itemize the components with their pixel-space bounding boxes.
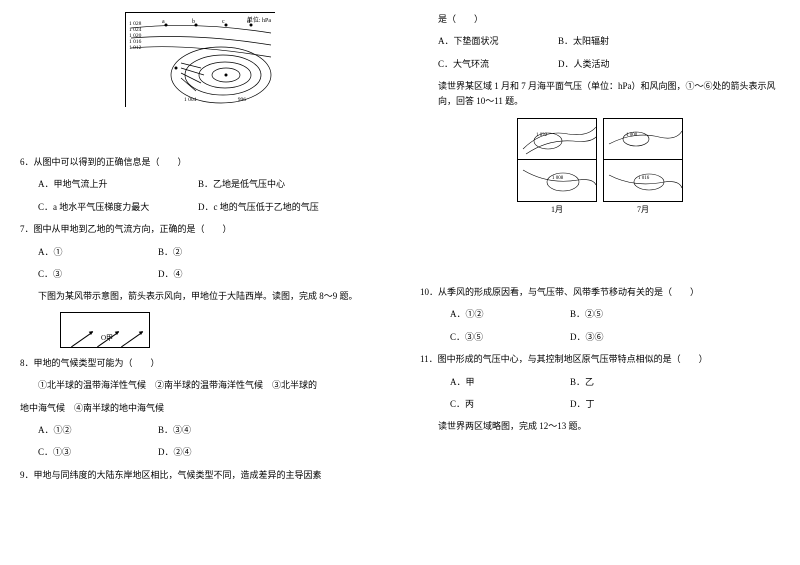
q9-stem: 9．甲地与同纬度的大陆东岸地区相比，气候类型不同，造成差异的主导因素 (20, 468, 380, 482)
q7-d: D．④ (158, 267, 278, 281)
map-jan-bot: 1 008 (517, 160, 597, 202)
q6-row1: A．甲地气流上升 B．乙地是低气压中心 (20, 177, 380, 191)
q8-line1: ①北半球的温带海洋性气候 ②南半球的温带海洋性气候 ③北半球的 (20, 378, 380, 392)
isobar-svg (126, 13, 276, 108)
map-jan-bot-svg (518, 160, 598, 202)
arrow-1 (71, 331, 93, 347)
q7-c: C．③ (38, 267, 158, 281)
pressure-maps: 1 032 1 008 1月 1 0 (420, 118, 780, 215)
jul-lp: 1 000 (626, 133, 637, 138)
intro-1213: 读世界两区域略图，完成 12～13 题。 (420, 419, 780, 433)
q10-stem: 10．从季风的形成原因看，与气压带、风带季节移动有关的是（ ） (420, 285, 780, 299)
q11-stem: 11．图中形成的气压中心，与其控制地区原气压带特点相似的是（ ） (420, 352, 780, 366)
q8-d: D．②④ (158, 445, 278, 459)
fig-iso-996: 996 (238, 97, 246, 103)
fig-iso-1004: 1 004 (184, 97, 196, 103)
q8-row1: A．①② B．③④ (20, 423, 380, 437)
jan-hp: 1 032 (536, 133, 547, 138)
map-jul-top-svg (604, 119, 684, 161)
map-jan-caption: 1月 (551, 204, 563, 215)
diag-label: O甲 (101, 333, 113, 344)
q7-row2: C．③ D．④ (20, 267, 380, 281)
map-jul-bot-svg (604, 160, 684, 202)
q9-d: D．人类活动 (558, 57, 678, 71)
q9-row1: A．下垫面状况 B．太阳辐射 (420, 34, 780, 48)
q8-line2: 地中海气候 ④南半球的地中海气候 (20, 401, 380, 415)
q10-row2: C．③⑤ D．③⑥ (420, 330, 780, 344)
q11-row2: C．丙 D．丁 (420, 397, 780, 411)
q6-b: B．乙地是低气压中心 (198, 177, 358, 191)
map-jan-top-svg (518, 119, 598, 161)
q6-a: A．甲地气流上升 (38, 177, 198, 191)
q11-row1: A．甲 B．乙 (420, 375, 780, 389)
q10-row1: A．①② B．②⑤ (420, 307, 780, 321)
q11-c: C．丙 (450, 397, 570, 411)
q11-d: D．丁 (570, 397, 690, 411)
q9-c: C．大气环流 (438, 57, 558, 71)
q6-c: C．a 地水平气压梯度力最大 (38, 200, 198, 214)
q6-stem: 6．从图中可以得到的正确信息是（ ） (20, 155, 380, 169)
q10-b: B．②⑤ (570, 307, 690, 321)
q8-b: B．③④ (158, 423, 278, 437)
q8-stem: 8．甲地的气候类型可能为（ ） (20, 356, 380, 370)
map-jul-top: 1 000 (603, 118, 683, 160)
wind-diagram: O甲 (60, 312, 150, 348)
right-column: 是（ ） A．下垫面状况 B．太阳辐射 C．大气环流 D．人类活动 读世界某区域… (400, 0, 800, 565)
wind-diagram-wrap: O甲 (20, 312, 380, 348)
q7-a: A．① (38, 245, 158, 259)
isobar-box: 单位: hPa 1 028 1 024 1 020 1 016 1 012 99… (125, 12, 275, 107)
fig-unit: 单位: hPa (247, 15, 271, 24)
q8-a: A．①② (38, 423, 158, 437)
q10-a: A．①② (450, 307, 570, 321)
q6-row2: C．a 地水平气压梯度力最大 D．c 地的气压低于乙地的气压 (20, 200, 380, 214)
pt-a: a (162, 19, 165, 25)
q10-d: D．③⑥ (570, 330, 690, 344)
q7-stem: 7．图中从甲地到乙地的气流方向，正确的是（ ） (20, 222, 380, 236)
pt-c: c (222, 19, 225, 25)
left-column: 单位: hPa 1 028 1 024 1 020 1 016 1 012 99… (0, 0, 400, 565)
fig-iso-labels: 1 028 1 024 1 020 1 016 1 012 (129, 21, 141, 51)
q11-b: B．乙 (570, 375, 690, 389)
pt-d: d (247, 19, 250, 25)
q11-a: A．甲 (450, 375, 570, 389)
intro-89: 下图为某风带示意图，箭头表示风向，甲地位于大陆西岸。读图，完成 8～9 题。 (20, 289, 380, 303)
jul-hp: 1 016 (638, 176, 649, 181)
isobar-figure: 单位: hPa 1 028 1 024 1 020 1 016 1 012 99… (20, 12, 380, 107)
map-jul-caption: 7月 (637, 204, 649, 215)
q8-row2: C．①③ D．②④ (20, 445, 380, 459)
map-jan-top: 1 032 (517, 118, 597, 160)
q7-b: B．② (158, 245, 278, 259)
spacer-r (420, 221, 780, 281)
q9-a: A．下垫面状况 (438, 34, 558, 48)
map-jan: 1 032 1 008 1月 (517, 118, 597, 215)
q9-b: B．太阳辐射 (558, 34, 678, 48)
q7-row1: A．① B．② (20, 245, 380, 259)
q8-c: C．①③ (38, 445, 158, 459)
pt-b: b (192, 19, 195, 25)
map-jul-bot: 1 016 (603, 160, 683, 202)
q9-row2: C．大气环流 D．人类活动 (420, 57, 780, 71)
q6-d: D．c 地的气压低于乙地的气压 (198, 200, 358, 214)
q10-c: C．③⑤ (450, 330, 570, 344)
intro-1011: 读世界某区域 1 月和 7 月海平面气压（单位：hPa）和风向图，①～⑥处的箭头… (420, 79, 780, 108)
spacer (20, 111, 380, 151)
jan-lp: 1 008 (552, 176, 563, 181)
map-jul: 1 000 1 016 7月 (603, 118, 683, 215)
arrow-3 (121, 331, 143, 347)
q9-tail: 是（ ） (420, 12, 780, 26)
